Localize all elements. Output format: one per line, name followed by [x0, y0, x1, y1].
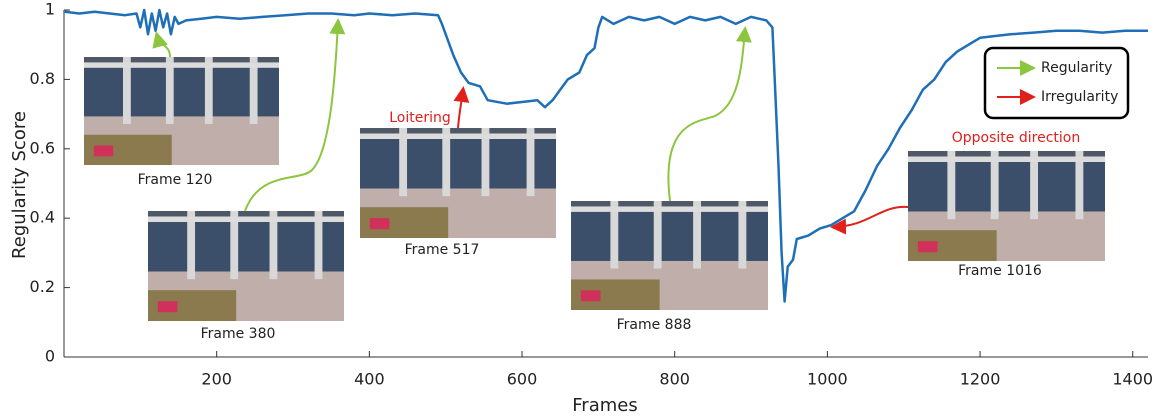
photo-inset: [908, 151, 1105, 261]
photo-roof: [571, 206, 768, 211]
chart: Frames Regularity Score 200 400 600 800 1000…: [0, 0, 1164, 419]
y-tick-label: 0.6: [30, 138, 55, 157]
photo-bag: [370, 218, 390, 229]
photo-inset: [571, 201, 768, 310]
legend-label: Irregularity: [1041, 89, 1118, 105]
photo-bag: [158, 301, 178, 312]
x-axis-label: Frames: [572, 395, 637, 416]
x-tick-label: 1400: [1112, 370, 1153, 389]
y-tick-label: 1: [45, 0, 55, 19]
photo-inset: [84, 57, 279, 165]
page: Frames Regularity Score 200 400 600 800 1000…: [0, 0, 1164, 419]
photo-roof: [908, 157, 1105, 163]
x-tick-label: 1200: [960, 370, 1001, 389]
legend-label: Regularity: [1041, 60, 1112, 76]
photo-bag: [918, 241, 938, 252]
x-tick-label: 200: [201, 370, 232, 389]
annotation-arrow: [157, 35, 170, 57]
annotation-arrow: [668, 30, 745, 201]
y-tick-label: 0: [45, 347, 55, 366]
y-axis-label: Regularity Score: [9, 111, 30, 259]
frame-caption: Frame 888: [617, 317, 692, 333]
x-tick-label: 800: [659, 370, 690, 389]
photo-roof: [360, 134, 556, 140]
photo-inset: [360, 128, 556, 238]
x-tick-label: 600: [507, 370, 538, 389]
photo-bag: [581, 290, 601, 301]
event-label: Loitering: [389, 110, 451, 126]
event-label: Opposite direction: [952, 130, 1080, 146]
legend-box: [985, 48, 1128, 118]
photo-roof: [148, 217, 344, 223]
photo-inset: [148, 211, 344, 321]
photo-bag: [94, 146, 114, 157]
x-tick-label: 1000: [807, 370, 848, 389]
y-tick-label: 0.4: [30, 208, 55, 227]
photo-roof: [84, 62, 279, 67]
frame-caption: Frame 120: [138, 172, 213, 188]
frame-caption: Frame 517: [405, 242, 480, 258]
frame-caption: Frame 1016: [958, 263, 1042, 279]
frame-caption: Frame 380: [201, 326, 276, 342]
annotation-arrow: [458, 90, 463, 128]
y-tick-label: 0.8: [30, 69, 55, 88]
y-tick-label: 0.2: [30, 277, 55, 296]
x-tick-label: 400: [354, 370, 385, 389]
